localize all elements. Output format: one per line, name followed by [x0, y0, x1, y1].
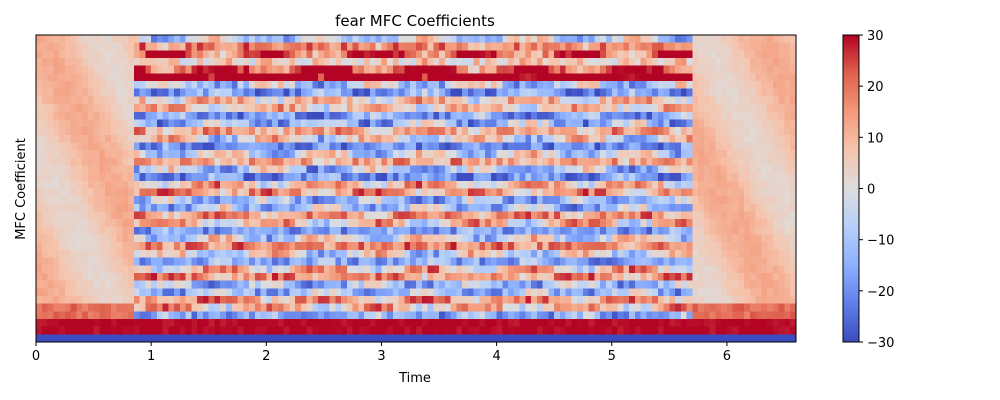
- colorbar-ticks: 30 20 10 0 −10 −20 −30: [859, 29, 894, 351]
- mfcc-heatmap: [36, 35, 796, 342]
- colorbar-gradient: [843, 35, 859, 342]
- x-axis-label: Time: [398, 371, 431, 386]
- colorbar-tick-label: 30: [867, 29, 884, 44]
- plot-frame: [35, 34, 797, 343]
- colorbar-tick-label: 20: [867, 80, 884, 95]
- x-tick-label: 5: [608, 349, 616, 364]
- y-axis-label: MFC Coefficient: [14, 138, 29, 240]
- colorbar-frame: [842, 34, 860, 343]
- x-tick-label: 2: [262, 349, 270, 364]
- x-axis-ticks: 0 1 2 3 4 5 6: [32, 342, 731, 364]
- x-tick-label: 0: [32, 349, 40, 364]
- chart-title: fear MFC Coefficients: [335, 12, 495, 30]
- x-tick-label: 1: [147, 349, 155, 364]
- x-tick-label: 6: [723, 349, 731, 364]
- colorbar-tick-label: 0: [867, 183, 875, 198]
- x-tick-label: 4: [492, 349, 500, 364]
- colorbar-tick-label: −20: [867, 285, 894, 300]
- x-tick-label: 3: [377, 349, 385, 364]
- colorbar-tick-label: −30: [867, 336, 894, 351]
- colorbar-tick-label: 10: [867, 131, 884, 146]
- colorbar-tick-label: −10: [867, 234, 894, 249]
